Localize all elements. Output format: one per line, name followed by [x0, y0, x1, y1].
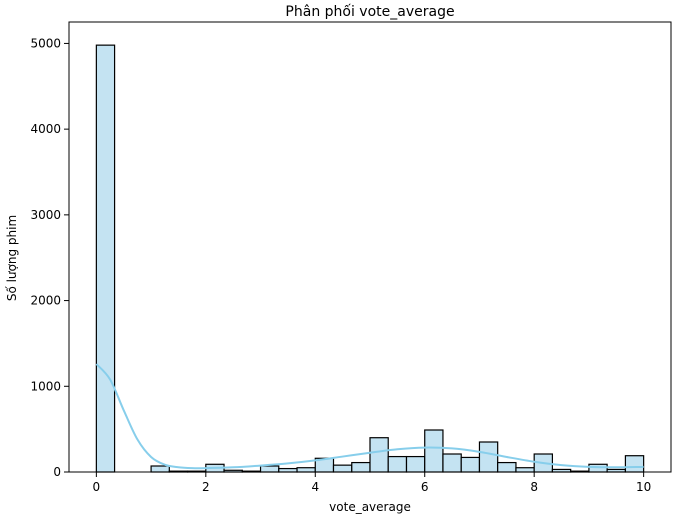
histogram-bar — [387, 455, 408, 473]
y-tick-label: 2000 — [30, 294, 61, 308]
histogram-bar — [351, 461, 371, 473]
y-tick-label: 1000 — [30, 379, 61, 393]
histogram-bar — [497, 461, 517, 473]
x-tick-label: 0 — [93, 480, 101, 494]
histogram-bar — [624, 455, 645, 473]
bars-layer — [95, 44, 645, 473]
histogram-bar — [296, 467, 316, 473]
histogram-bar — [332, 464, 353, 473]
kde-curve — [95, 363, 644, 470]
histogram-bar — [460, 456, 481, 473]
x-axis-label: vote_average — [329, 500, 411, 514]
chart-title: Phân phối vote_average — [285, 3, 454, 20]
y-axis-label: Số lượng phim — [5, 215, 19, 301]
x-tick-label: 4 — [311, 480, 319, 494]
histogram-bar — [405, 455, 426, 473]
histogram-bar — [478, 441, 499, 473]
x-tick-label: 10 — [636, 480, 651, 494]
y-axis-ticks: 0 1000 2000 3000 4000 5000 — [30, 36, 69, 479]
y-tick-label: 3000 — [30, 208, 61, 222]
histogram-bar — [95, 44, 116, 473]
x-tick-label: 8 — [530, 480, 538, 494]
x-tick-label: 2 — [202, 480, 210, 494]
histogram-bar — [259, 465, 280, 473]
histogram-bar — [369, 437, 389, 473]
y-tick-label: 4000 — [30, 122, 61, 136]
histogram-bar — [424, 429, 444, 473]
x-tick-label: 6 — [421, 480, 429, 494]
histogram-bar — [278, 467, 298, 473]
plot-frame — [68, 21, 672, 473]
y-tick-label: 5000 — [30, 36, 61, 50]
histogram-bar — [442, 453, 462, 473]
histogram-bar — [515, 467, 535, 473]
x-axis-ticks: 0 2 4 6 8 10 — [93, 472, 651, 494]
histogram-bar — [150, 465, 170, 473]
y-tick-label: 0 — [53, 465, 61, 479]
